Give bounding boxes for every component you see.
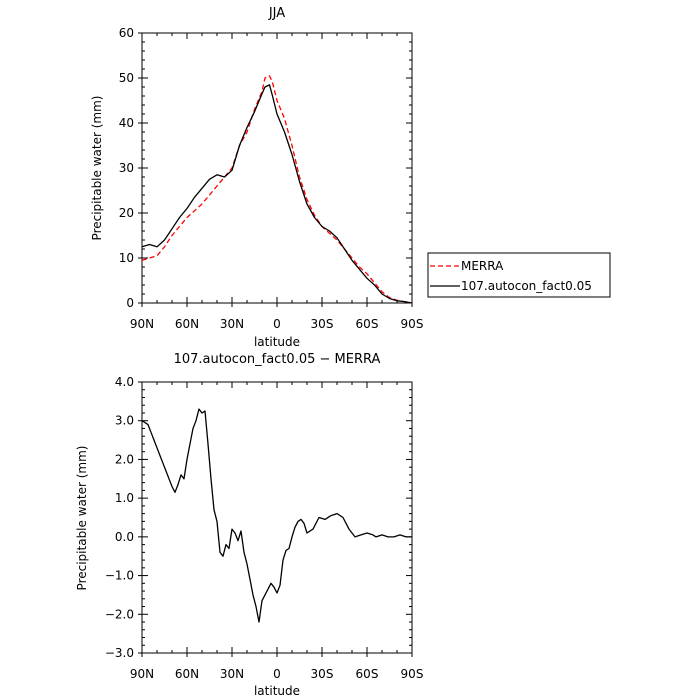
top-series-line-0 bbox=[141, 75, 413, 304]
bottom-y-axis-label: Precipitable water (mm) bbox=[75, 446, 89, 591]
top-x-tick-label: 0 bbox=[273, 317, 281, 331]
bottom-x-tick-label: 30S bbox=[311, 667, 334, 681]
bottom-x-tick-label: 60N bbox=[175, 667, 199, 681]
top-y-tick-label: 10 bbox=[119, 251, 134, 265]
bottom-chart-title: 107.autocon_fact0.05 − MERRA bbox=[174, 352, 381, 367]
top-x-tick-label: 90N bbox=[130, 317, 154, 331]
bottom-x-tick-label: 60S bbox=[356, 667, 379, 681]
bottom-y-tick-label: 1.0 bbox=[115, 491, 134, 505]
bottom-x-tick-label: 0 bbox=[273, 667, 281, 681]
top-series-lines bbox=[141, 75, 413, 304]
top-x-tick-label: 30S bbox=[311, 317, 334, 331]
legend-merra-label: MERRA bbox=[461, 259, 504, 273]
top-x-axis: 90N 60N 30N 0 30S 60S 90S bbox=[130, 33, 424, 331]
top-y-tick-label: 30 bbox=[119, 161, 134, 175]
bottom-x-axis: 90N 60N 30N 0 30S 60S 90S bbox=[130, 382, 424, 681]
top-chart-title: JJA bbox=[268, 6, 285, 21]
bottom-series-line-0 bbox=[141, 408, 412, 623]
top-x-tick-label: 60N bbox=[175, 317, 199, 331]
bottom-chart: 107.autocon_fact0.05 − MERRA −3.0 −2.0 −1.… bbox=[75, 352, 423, 698]
top-y-tick-label: 60 bbox=[119, 26, 134, 40]
top-x-tick-label: 30N bbox=[220, 317, 244, 331]
top-y-axis: 0 10 20 30 40 50 60 bbox=[119, 26, 412, 310]
top-y-axis-label: Precipitable water (mm) bbox=[90, 96, 104, 241]
bottom-x-tick-label: 90S bbox=[401, 667, 424, 681]
top-y-tick-label: 40 bbox=[119, 116, 134, 130]
top-y-tick-label: 20 bbox=[119, 206, 134, 220]
top-y-tick-label: 50 bbox=[119, 71, 134, 85]
bottom-y-tick-label: 3.0 bbox=[115, 414, 134, 428]
bottom-plot-frame bbox=[141, 381, 413, 654]
bottom-y-tick-label: 4.0 bbox=[115, 375, 134, 389]
top-x-tick-label: 60S bbox=[356, 317, 379, 331]
bottom-y-tick-label: 2.0 bbox=[115, 452, 134, 466]
legend: MERRA 107.autocon_fact0.05 bbox=[427, 252, 611, 298]
top-plot-frame bbox=[141, 32, 413, 304]
bottom-series-lines bbox=[141, 408, 412, 623]
bottom-y-axis: −3.0 −2.0 −1.0 0.0 1.0 2.0 3.0 4.0 bbox=[105, 375, 412, 660]
bottom-y-tick-label: 0.0 bbox=[115, 530, 134, 544]
top-series-line-1 bbox=[141, 84, 413, 304]
legend-box bbox=[427, 252, 611, 298]
bottom-y-tick-label: −3.0 bbox=[105, 646, 134, 660]
top-chart: JJA 0 10 20 30 40 50 60 90N 60N 30N 0 30S 60S 90S la… bbox=[90, 6, 423, 349]
top-y-tick-label: 0 bbox=[126, 296, 134, 310]
bottom-y-tick-label: −1.0 bbox=[105, 569, 134, 583]
bottom-x-tick-label: 90N bbox=[130, 667, 154, 681]
bottom-x-tick-label: 30N bbox=[220, 667, 244, 681]
top-x-tick-label: 90S bbox=[401, 317, 424, 331]
legend-model-label: 107.autocon_fact0.05 bbox=[461, 279, 592, 293]
bottom-y-tick-label: −2.0 bbox=[105, 607, 134, 621]
bottom-x-axis-label: latitude bbox=[254, 684, 300, 698]
top-x-axis-label: latitude bbox=[254, 335, 300, 349]
